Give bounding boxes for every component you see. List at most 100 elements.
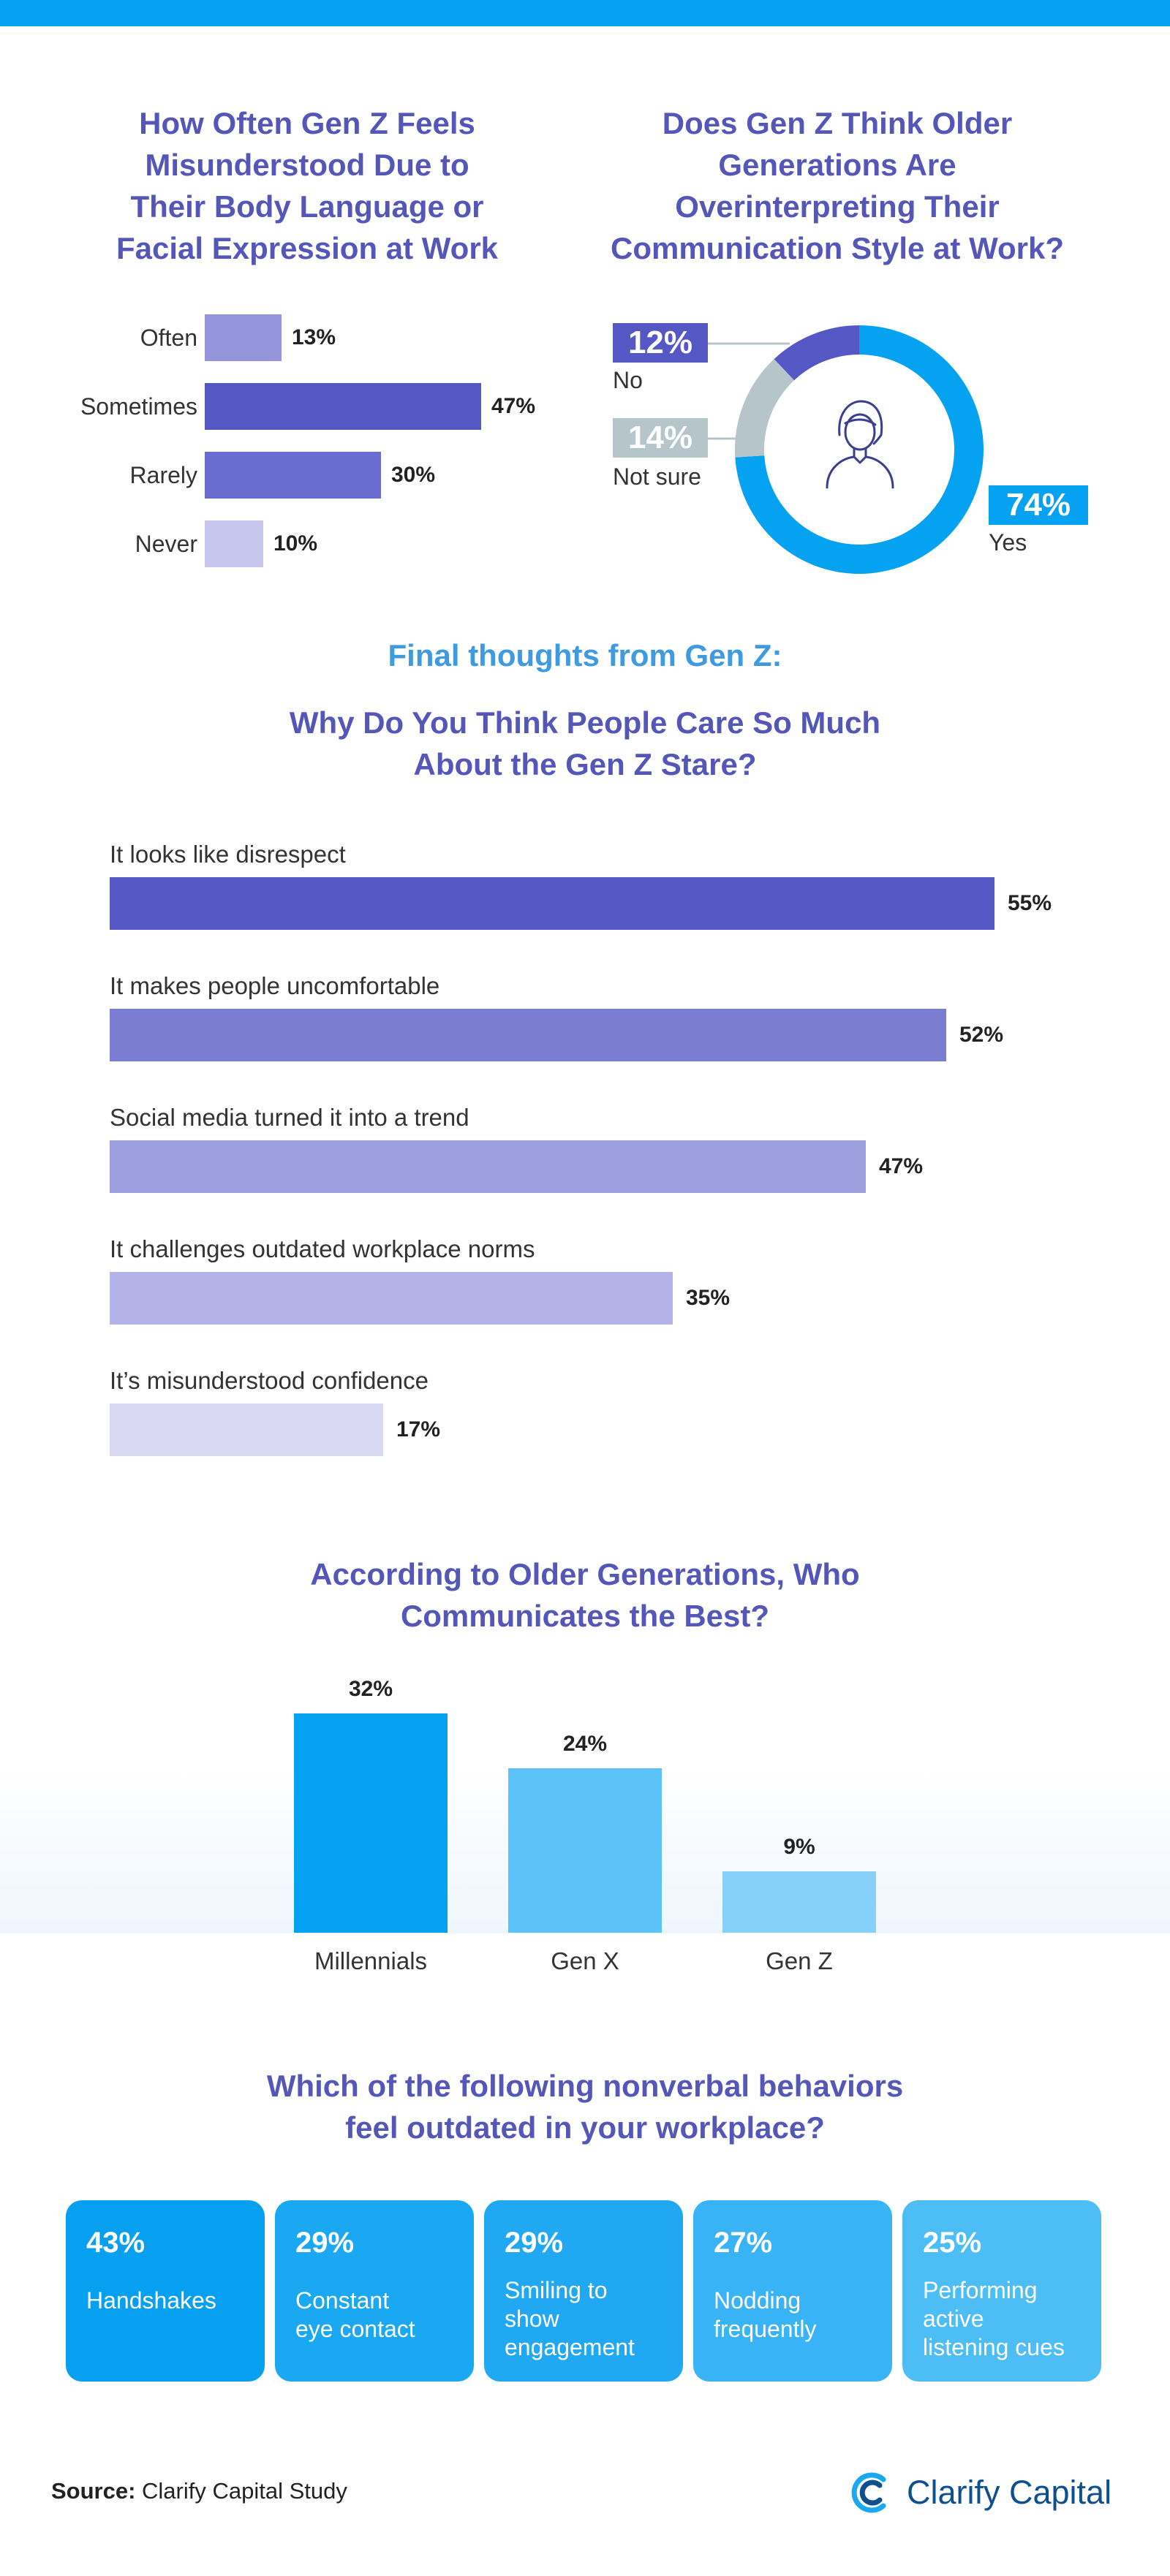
chart4-category-label: Gen Z	[766, 1947, 833, 1974]
chart1-value-label: 30%	[391, 463, 436, 487]
person-hair	[838, 400, 883, 445]
behavior-card-label: Constant eye contact	[295, 2287, 464, 2344]
chart4-bar	[294, 1713, 448, 1933]
person-face	[844, 413, 876, 451]
chart3-bar	[110, 1140, 866, 1193]
behavior-card-label-line: eye contact	[295, 2316, 415, 2342]
person-neck	[853, 447, 867, 458]
chart5-title-line: Which of the following nonverbal behavio…	[266, 2069, 904, 2103]
behavior-card-value: 27%	[714, 2227, 773, 2259]
behavior-card-label-line: engagement	[505, 2334, 635, 2360]
chart4-bar	[508, 1768, 662, 1933]
chart1-value-label: 47%	[491, 394, 536, 418]
behavior-card-label: Nodding frequently	[714, 2287, 882, 2344]
chart1-value-label: 13%	[292, 325, 336, 349]
behavior-card-value: 29%	[505, 2227, 564, 2259]
chart5-title-line: feel outdated in your workplace?	[345, 2110, 825, 2145]
chart3-value-label: 55%	[1008, 891, 1052, 915]
donut-value-badge: 74%	[989, 485, 1088, 525]
chart1-category-label: Sometimes	[80, 393, 197, 420]
chart1-category-label: Rarely	[129, 462, 197, 488]
donut-slice-no	[774, 325, 859, 381]
source-note: Source: Clarify Capital Study	[51, 2478, 347, 2504]
behavior-card-label: Handshakes	[86, 2287, 254, 2315]
chart3-title-line: Why Do You Think People Care So Much	[289, 705, 881, 740]
chart3-category-label: It makes people uncomfortable	[110, 972, 440, 999]
chart4-value-label: 9%	[783, 1835, 815, 1859]
chart1-value-label: 10%	[273, 531, 318, 556]
donut-category-label: Yes	[989, 529, 1027, 556]
chart3-category-label: It challenges outdated workplace norms	[110, 1235, 535, 1262]
chart1-title-line: Facial Expression at Work	[116, 231, 499, 265]
behavior-card-label-line: Smiling to	[505, 2277, 608, 2303]
chart3-category-label: It looks like disrespect	[110, 841, 346, 868]
behavior-card: 29% Constant eye contact	[275, 2200, 474, 2382]
behavior-card: 27% Nodding frequently	[693, 2200, 892, 2382]
behavior-card-value: 29%	[295, 2227, 355, 2259]
final-thoughts-kicker: Final thoughts from Gen Z:	[388, 638, 782, 673]
clarify-logo-icon	[851, 2472, 886, 2513]
behavior-card-label-line: Performing	[923, 2277, 1038, 2303]
chart3-bar	[110, 1009, 946, 1061]
chart3-bar	[110, 1403, 383, 1456]
behavior-card: 29% Smiling to show engagement	[484, 2200, 683, 2382]
behavior-card-label-line: active	[923, 2306, 984, 2332]
chart3-title: Why Do You Think People Care So Much Abo…	[0, 702, 1170, 785]
chart1-title-line: How Often Gen Z Feels	[139, 106, 475, 140]
chart3-value-label: 17%	[396, 1417, 441, 1442]
behavior-card-label-line: listening cues	[923, 2334, 1065, 2360]
donut-category-label: Not sure	[613, 463, 701, 490]
chart4-bar	[722, 1871, 876, 1933]
donut-slice-not-sure	[735, 359, 795, 458]
person-shoulders	[826, 455, 894, 489]
source-label: Source:	[51, 2478, 136, 2504]
behavior-card-label: Smiling to show engagement	[505, 2276, 673, 2362]
person-bangs	[844, 418, 877, 426]
chart4-title-line: According to Older Generations, Who	[310, 1557, 860, 1591]
chart2-title-line: Communication Style at Work?	[611, 231, 1064, 265]
behavior-card-label-line: Handshakes	[86, 2287, 216, 2314]
chart1-title-line: Their Body Language or	[130, 189, 484, 224]
chart2-title: Does Gen Z Think Older Generations Are O…	[585, 102, 1090, 269]
chart4-category-label: Gen X	[551, 1947, 619, 1974]
chart1-title-line: Misunderstood Due to	[145, 148, 469, 182]
chart2-title-line: Overinterpreting Their	[675, 189, 1000, 224]
chart1-category-label: Never	[135, 531, 197, 557]
donut-value-badge: 14%	[613, 418, 708, 458]
chart5-title: Which of the following nonverbal behavio…	[0, 2065, 1170, 2148]
chart3-category-label: It’s misunderstood confidence	[110, 1367, 429, 1394]
donut-svg	[735, 325, 984, 574]
behavior-card-label-line: Nodding	[714, 2287, 801, 2314]
behavior-card-label-line: Constant	[295, 2287, 390, 2314]
chart3-category-label: Social media turned it into a trend	[110, 1104, 469, 1131]
source-text: Clarify Capital Study	[135, 2478, 347, 2504]
logo-text: Clarify Capital	[907, 2474, 1112, 2511]
chart4-title: According to Older Generations, Who Comm…	[0, 1553, 1170, 1637]
person-icon	[826, 400, 894, 489]
behavior-card-value: 25%	[923, 2227, 982, 2259]
chart3-value-label: 47%	[879, 1154, 924, 1178]
chart3-bar	[110, 877, 994, 930]
chart4-value-label: 32%	[348, 1677, 393, 1701]
behavior-card-label-line: show	[505, 2306, 559, 2332]
chart2-title-line: Does Gen Z Think Older	[662, 106, 1013, 140]
behavior-card-value: 43%	[86, 2227, 146, 2259]
chart2-title-line: Generations Are	[718, 148, 956, 182]
chart1-bar	[205, 520, 263, 567]
donut-value-badge: 12%	[613, 323, 708, 363]
behavior-card: 43% Handshakes	[66, 2200, 265, 2382]
chart1-bar	[205, 452, 381, 499]
chart1-title: How Often Gen Z Feels Misunderstood Due …	[80, 102, 534, 269]
chart3-title-line: About the Gen Z Stare?	[413, 747, 757, 781]
behavior-card: 25% Performing active listening cues	[902, 2200, 1101, 2382]
clarify-capital-logo[interactable]: Clarify Capital	[850, 2466, 1128, 2519]
donut-category-label: No	[613, 367, 643, 393]
top-accent-bar	[0, 0, 1170, 26]
behavior-card-label: Performing active listening cues	[923, 2276, 1091, 2362]
chart4-title-line: Communicates the Best?	[400, 1599, 770, 1633]
behavior-card-label-line: frequently	[714, 2316, 817, 2342]
chart1-bar	[205, 314, 282, 361]
chart3-value-label: 35%	[686, 1286, 731, 1310]
chart3-value-label: 52%	[959, 1023, 1004, 1047]
chart1-category-label: Often	[140, 325, 197, 351]
